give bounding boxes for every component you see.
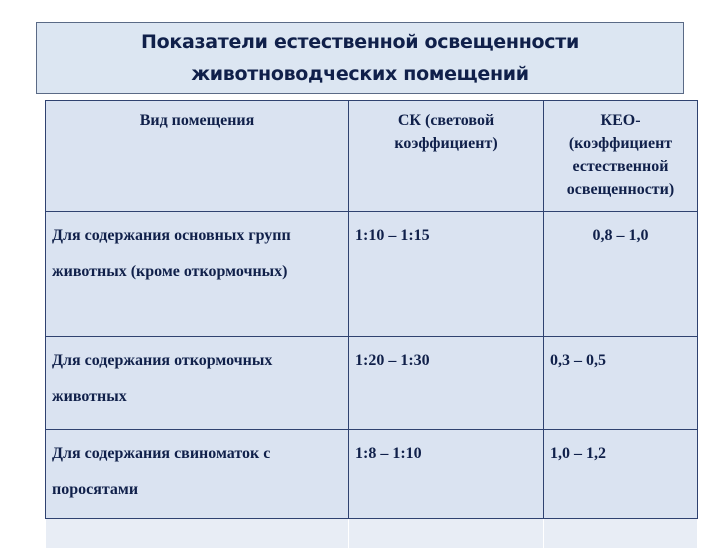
empty-cell [348, 518, 544, 549]
table-cell: Для содержания свиноматок с поросятами [45, 429, 349, 519]
header-cell: КЕО- (коэффициент естественной освещенно… [543, 100, 698, 212]
empty-cell [45, 518, 349, 549]
table-row: Для содержания свиноматок с поросятами 1… [45, 429, 698, 519]
header-cell: Вид помещения [45, 100, 349, 212]
table-cell: 1:20 – 1:30 [348, 336, 544, 430]
table-header-row: Вид помещения СК (световой коэффициент) … [45, 100, 698, 212]
table-cell: Для содержания основных групп животных (… [45, 211, 349, 337]
table-cell: 1:10 – 1:15 [348, 211, 544, 337]
lighting-table: Вид помещения СК (световой коэффициент) … [45, 100, 698, 549]
table-row: Для содержания откормочных животных 1:20… [45, 336, 698, 430]
table-cell: 1:8 – 1:10 [348, 429, 544, 519]
empty-cell [543, 518, 698, 549]
title-line-2: животноводческих помещений [191, 63, 529, 85]
header-cell: СК (световой коэффициент) [348, 100, 544, 212]
table-row: Для содержания основных групп животных (… [45, 211, 698, 337]
table-cell: 0,3 – 0,5 [543, 336, 698, 430]
slide-title: Показатели естественной освещенности жив… [36, 22, 684, 94]
table-cell: 1,0 – 1,2 [543, 429, 698, 519]
empty-row [45, 518, 698, 549]
table-cell: Для содержания откормочных животных [45, 336, 349, 430]
title-line-1: Показатели естественной освещенности [141, 31, 579, 53]
table-cell: 0,8 – 1,0 [543, 211, 698, 337]
